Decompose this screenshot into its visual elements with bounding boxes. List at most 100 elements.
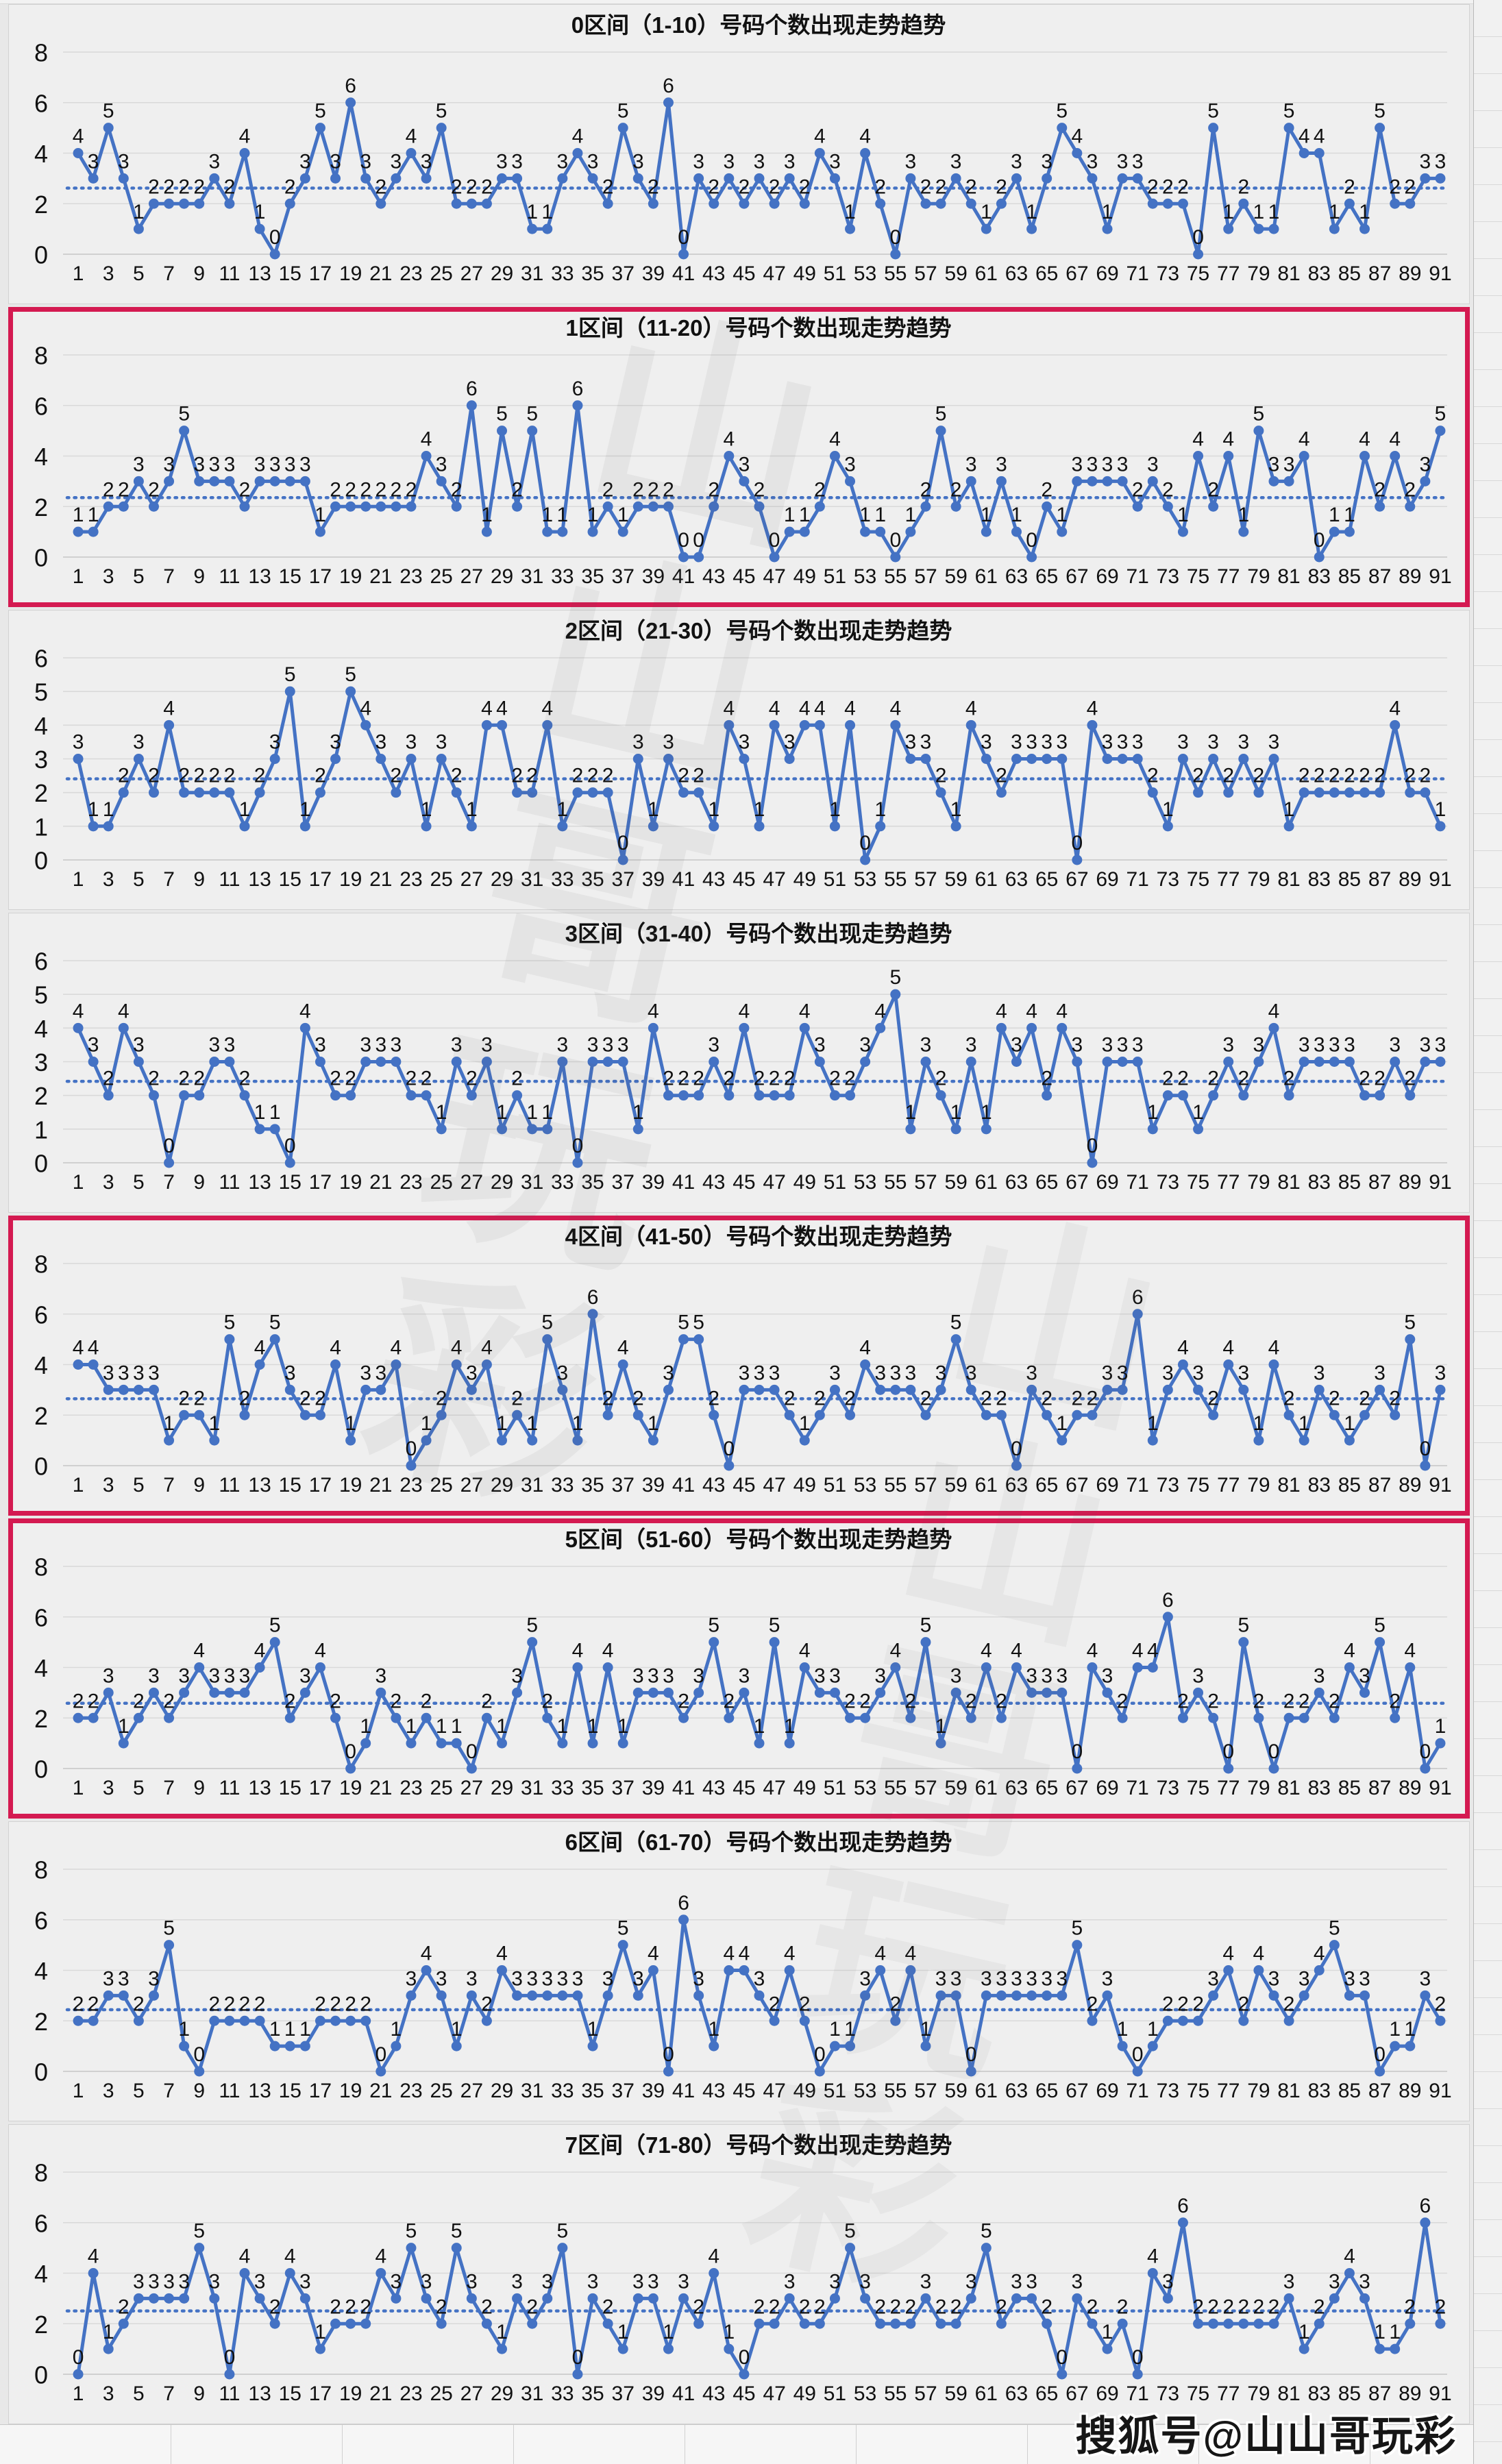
data-label: 5 bbox=[526, 403, 538, 426]
data-point bbox=[1057, 1687, 1068, 1698]
data-label: 3 bbox=[889, 1362, 901, 1384]
spreadsheet-right-column[interactable] bbox=[1473, 0, 1502, 2464]
data-label: 4 bbox=[965, 697, 977, 719]
data-label: 1 bbox=[239, 798, 251, 821]
spreadsheet-top-row bbox=[0, 0, 1473, 4]
data-label: 2 bbox=[1041, 1068, 1052, 1090]
x-axis-label: 3 bbox=[103, 2080, 114, 2102]
data-label: 4 bbox=[648, 1000, 659, 1022]
data-point bbox=[557, 821, 568, 832]
x-axis-label: 9 bbox=[193, 1777, 205, 1799]
data-label: 3 bbox=[1268, 453, 1280, 476]
data-label: 3 bbox=[1298, 1967, 1310, 1990]
data-label: 1 bbox=[284, 2018, 296, 2041]
data-label: 3 bbox=[693, 150, 704, 173]
data-label: 3 bbox=[587, 1034, 599, 1057]
data-label: 3 bbox=[178, 2270, 190, 2293]
data-point bbox=[1420, 787, 1431, 798]
x-axis-label: 1 bbox=[73, 2080, 84, 2102]
data-label: 3 bbox=[1026, 731, 1037, 754]
data-point bbox=[572, 1157, 583, 1168]
data-point bbox=[632, 1990, 643, 2001]
data-point bbox=[391, 1057, 402, 1067]
data-point bbox=[784, 1738, 795, 1749]
data-label: 3 bbox=[133, 1034, 145, 1057]
data-point bbox=[512, 1687, 523, 1698]
x-axis-label: 19 bbox=[339, 565, 362, 588]
x-axis-label: 91 bbox=[1429, 262, 1451, 285]
x-axis-label: 27 bbox=[460, 262, 483, 285]
x-axis-label: 59 bbox=[944, 1777, 967, 1799]
data-point bbox=[996, 476, 1007, 486]
data-point bbox=[709, 1637, 719, 1648]
data-point bbox=[451, 1738, 462, 1749]
data-label: 3 bbox=[421, 2270, 432, 2293]
data-label: 1 bbox=[905, 504, 917, 526]
data-point bbox=[179, 2293, 190, 2304]
x-axis-label: 69 bbox=[1096, 565, 1118, 588]
x-axis-label: 5 bbox=[133, 1171, 145, 1194]
data-label: 3 bbox=[360, 1034, 371, 1057]
data-label: 3 bbox=[1041, 731, 1052, 754]
y-axis-label: 6 bbox=[34, 392, 48, 420]
data-label: 3 bbox=[1314, 1664, 1325, 1687]
data-label: 2 bbox=[315, 765, 326, 787]
data-label: 2 bbox=[1238, 2295, 1249, 2318]
data-label: 3 bbox=[375, 1664, 386, 1687]
data-label: 2 bbox=[1253, 2295, 1265, 2318]
data-label: 4 bbox=[1389, 428, 1401, 451]
data-point bbox=[1420, 1057, 1431, 1067]
data-label: 5 bbox=[193, 2220, 205, 2243]
data-point bbox=[1223, 1965, 1234, 1975]
x-axis-label: 23 bbox=[399, 1474, 422, 1496]
data-point bbox=[965, 1384, 976, 1395]
data-label: 1 bbox=[920, 2018, 932, 2041]
x-axis-label: 7 bbox=[163, 1777, 175, 1799]
data-point bbox=[194, 476, 205, 486]
data-point bbox=[179, 1409, 190, 1420]
data-label: 1 bbox=[981, 201, 992, 223]
data-label: 3 bbox=[859, 2270, 871, 2293]
data-point bbox=[179, 1687, 190, 1698]
data-point bbox=[118, 1384, 129, 1395]
data-point bbox=[299, 173, 310, 184]
data-point bbox=[950, 2318, 961, 2329]
data-point bbox=[239, 821, 250, 832]
x-axis-label: 71 bbox=[1126, 2382, 1149, 2405]
data-point bbox=[391, 173, 402, 184]
data-label: 3 bbox=[208, 150, 220, 173]
x-axis-label: 65 bbox=[1035, 565, 1058, 588]
data-label: 4 bbox=[375, 2245, 386, 2268]
data-label: 2 bbox=[1162, 1993, 1174, 2015]
x-axis-label: 27 bbox=[460, 868, 483, 891]
data-label: 3 bbox=[693, 1967, 704, 1990]
data-point bbox=[481, 1057, 492, 1067]
data-point bbox=[829, 2293, 840, 2304]
x-axis-label: 13 bbox=[248, 1777, 271, 1799]
x-axis-label: 85 bbox=[1338, 868, 1361, 891]
data-label: 1 bbox=[451, 2018, 463, 2041]
data-point bbox=[527, 1990, 538, 2001]
data-label: 1 bbox=[526, 201, 538, 223]
data-label: 4 bbox=[451, 1337, 463, 1359]
data-point bbox=[1253, 1965, 1264, 1975]
x-axis-label: 31 bbox=[521, 1171, 543, 1194]
data-point bbox=[693, 787, 704, 798]
data-point bbox=[1147, 198, 1158, 209]
data-label: 0 bbox=[739, 2346, 750, 2369]
data-point bbox=[1026, 2293, 1037, 2304]
data-label: 5 bbox=[541, 1311, 553, 1334]
data-label: 2 bbox=[1374, 765, 1386, 787]
data-label: 2 bbox=[754, 1068, 765, 1090]
x-axis-label: 41 bbox=[672, 1474, 695, 1496]
data-point bbox=[648, 198, 658, 209]
data-label: 1 bbox=[648, 1412, 659, 1435]
data-label: 4 bbox=[1087, 697, 1098, 719]
data-label: 3 bbox=[208, 1664, 220, 1687]
y-axis-label: 3 bbox=[34, 746, 48, 774]
x-axis-label: 1 bbox=[73, 1777, 84, 1799]
data-label: 5 bbox=[920, 1614, 932, 1637]
data-point bbox=[1087, 2015, 1098, 2026]
data-label: 2 bbox=[844, 1387, 856, 1409]
